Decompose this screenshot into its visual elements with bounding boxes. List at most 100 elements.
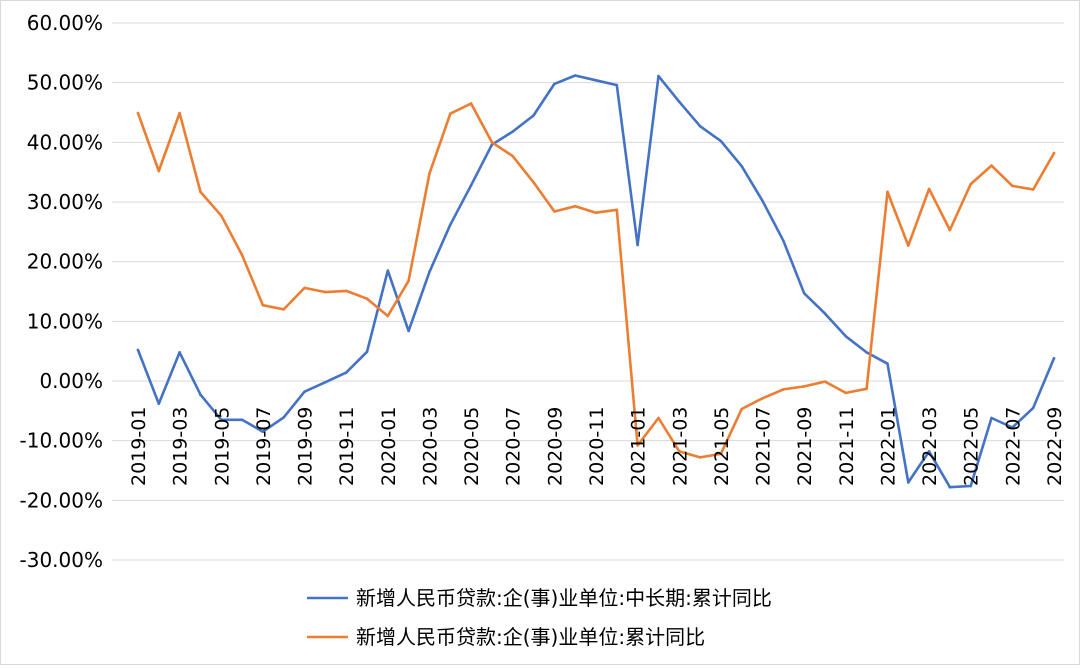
data-point — [990, 164, 993, 167]
data-point — [906, 244, 910, 247]
series-lines — [136, 74, 1056, 489]
x-tick-label: 2020-09 — [544, 407, 566, 486]
data-point — [969, 484, 973, 488]
y-tick-label: -20.00% — [20, 488, 103, 512]
data-point — [865, 351, 868, 354]
data-point — [823, 380, 827, 383]
data-point — [594, 211, 598, 215]
y-tick-label: -30.00% — [20, 548, 103, 572]
x-tick-label: 2020-11 — [586, 407, 608, 486]
data-point — [261, 430, 265, 434]
y-tick-label: 60.00% — [27, 11, 103, 35]
data-point — [761, 199, 764, 203]
data-point — [886, 190, 889, 194]
data-point — [136, 111, 140, 115]
data-point — [532, 114, 535, 117]
legend-label-1: 新增人民币贷款:企(事)业单位:中长期:累计同比 — [356, 586, 772, 610]
x-tick-label: 2022-05 — [961, 407, 983, 486]
data-point — [719, 139, 723, 143]
data-point — [948, 485, 952, 489]
data-point — [157, 169, 161, 173]
data-point — [282, 308, 286, 311]
data-point — [719, 452, 723, 456]
data-point — [657, 416, 660, 420]
data-point — [303, 390, 306, 394]
data-point — [657, 74, 660, 78]
data-point — [282, 416, 286, 419]
data-point — [886, 362, 889, 365]
data-point — [990, 416, 993, 420]
x-tick-label: 2021-09 — [794, 407, 816, 486]
x-tick-label: 2022-03 — [919, 407, 941, 486]
data-point — [823, 312, 827, 315]
x-tick-label: 2022-01 — [877, 407, 899, 486]
data-point — [157, 402, 161, 405]
data-point — [636, 243, 639, 247]
data-point — [469, 102, 473, 105]
data-point — [428, 270, 431, 274]
x-tick-label: 2019-07 — [253, 407, 275, 486]
y-tick-label: 40.00% — [27, 130, 103, 154]
data-point — [324, 380, 327, 384]
data-point — [677, 450, 681, 453]
data-point — [1052, 151, 1056, 155]
data-point — [136, 348, 140, 352]
y-tick-label: -10.00% — [20, 429, 103, 453]
data-point — [1011, 426, 1014, 429]
x-tick-label: 2021-07 — [753, 407, 775, 486]
data-point — [240, 253, 244, 257]
legend-label-2: 新增人民币贷款:企(事)业单位:累计同比 — [356, 625, 705, 649]
data-point — [407, 279, 410, 283]
data-point — [1011, 184, 1014, 188]
data-point — [698, 456, 702, 459]
x-tick-label: 2021-01 — [628, 407, 650, 486]
data-point — [802, 291, 806, 295]
x-axis-tick-labels: 2019-01 2019-03 2019-05 2019-07 2019-09 2019-… — [128, 407, 1066, 486]
data-point — [740, 407, 744, 411]
data-point — [344, 371, 348, 374]
data-point — [511, 130, 515, 133]
data-point — [1031, 188, 1035, 191]
y-tick-label: 10.00% — [27, 309, 103, 333]
data-point — [927, 450, 931, 453]
x-tick-label: 2022-09 — [1044, 407, 1066, 486]
data-point — [365, 350, 369, 354]
y-tick-label: 0.00% — [39, 369, 103, 393]
data-point — [948, 228, 952, 232]
x-tick-label: 2021-11 — [836, 407, 858, 486]
y-tick-label: 50.00% — [27, 71, 103, 95]
data-point — [698, 124, 702, 128]
data-point — [386, 314, 390, 318]
data-point — [573, 74, 577, 77]
x-tick-label: 2020-03 — [419, 407, 441, 486]
data-point — [740, 164, 744, 168]
y-tick-label: 30.00% — [27, 190, 103, 214]
data-point — [1052, 357, 1056, 360]
data-point — [178, 351, 181, 354]
data-point — [199, 190, 202, 194]
data-point — [782, 239, 785, 243]
data-point — [553, 82, 556, 86]
legend: 新增人民币贷款:企(事)业单位:中长期:累计同比新增人民币贷款:企(事)业单位:… — [307, 586, 772, 649]
data-point — [261, 303, 265, 307]
x-tick-label: 2019-03 — [170, 407, 192, 486]
x-tick-label: 2020-07 — [503, 407, 525, 486]
data-point — [865, 387, 868, 391]
x-tick-label: 2022-07 — [1002, 407, 1024, 486]
data-point — [365, 297, 369, 300]
data-point — [1031, 406, 1035, 410]
data-point — [573, 204, 577, 208]
data-point — [615, 83, 619, 87]
data-point — [511, 154, 515, 158]
y-tick-label: 20.00% — [27, 250, 103, 274]
data-point — [844, 334, 848, 338]
x-tick-label: 2019-09 — [295, 407, 317, 486]
x-tick-label: 2019-05 — [211, 407, 233, 486]
data-point — [407, 329, 410, 333]
y-axis-tick-labels: 60.00% 50.00% 40.00% 30.00% 20.00% 10.00% 0.00… — [20, 11, 103, 572]
x-tick-label: 2020-05 — [461, 407, 483, 486]
x-tick-label: 2020-01 — [378, 407, 400, 486]
data-point — [677, 100, 681, 104]
